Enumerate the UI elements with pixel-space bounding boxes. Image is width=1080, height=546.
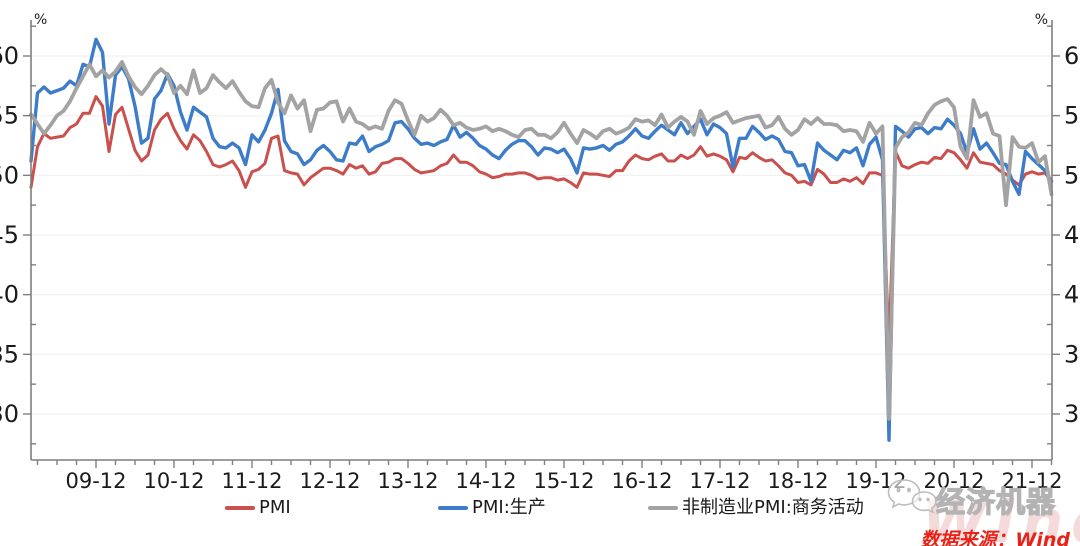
- data-source-label: 数据来源：Wind: [920, 529, 1070, 546]
- svg-text:35: 35: [0, 340, 19, 368]
- svg-text:40: 40: [1064, 281, 1080, 309]
- svg-text:14-12: 14-12: [455, 469, 516, 493]
- svg-text:09-12: 09-12: [65, 469, 126, 493]
- svg-text:30: 30: [1064, 400, 1080, 428]
- legend-label-pmi: PMI: [259, 497, 291, 518]
- chart-legend: PMI PMI:生产 非制造业PMI:商务活动: [0, 497, 1080, 519]
- svg-text:60: 60: [0, 42, 19, 70]
- pmi-production-line-swatch: [438, 506, 468, 510]
- legend-item-nonmfg: 非制造业PMI:商务活动: [648, 497, 864, 519]
- svg-text:%: %: [1035, 12, 1048, 28]
- tick-marks: [23, 25, 1060, 468]
- axis-labels: 30 30 35 35 40 40 45 45 50 50 55 55 60 60 09-12 10-12 11…: [0, 12, 1080, 493]
- pmi-line-swatch: [225, 506, 255, 510]
- svg-text:20-12: 20-12: [923, 469, 984, 493]
- wind-ghost-watermark: Wind: [922, 488, 1080, 546]
- legend-label-pmi-production: PMI:生产: [472, 497, 546, 518]
- svg-text:13-12: 13-12: [377, 469, 438, 493]
- svg-text:11-12: 11-12: [221, 469, 282, 493]
- svg-text:55: 55: [0, 102, 19, 130]
- svg-text:15-12: 15-12: [533, 469, 594, 493]
- svg-text:%: %: [34, 12, 47, 28]
- legend-item-pmi-production: PMI:生产: [438, 497, 546, 519]
- legend-label-nonmfg: 非制造业PMI:商务活动: [682, 497, 864, 518]
- svg-text:21-12: 21-12: [1001, 469, 1062, 493]
- svg-text:40: 40: [0, 281, 19, 309]
- series-line-2: [29, 60, 1054, 421]
- svg-text:17-12: 17-12: [689, 469, 750, 493]
- wechat-icon: [887, 479, 937, 514]
- svg-text:10-12: 10-12: [143, 469, 204, 493]
- axes: [30, 20, 1053, 461]
- brand-watermark: 经济机器: [935, 484, 1057, 519]
- gridlines: [31, 55, 1052, 415]
- svg-text:30: 30: [0, 400, 19, 428]
- svg-text:45: 45: [1064, 221, 1080, 249]
- svg-text:50: 50: [0, 161, 19, 189]
- legend-item-pmi: PMI: [225, 497, 291, 519]
- svg-text:16-12: 16-12: [611, 469, 672, 493]
- svg-text:50: 50: [1064, 161, 1080, 189]
- svg-text:35: 35: [1064, 340, 1080, 368]
- nonmfg-line-swatch: [648, 506, 678, 510]
- svg-text:60: 60: [1064, 42, 1080, 70]
- series-line-1: [29, 37, 1054, 442]
- svg-text:12-12: 12-12: [299, 469, 360, 493]
- svg-text:18-12: 18-12: [767, 469, 828, 493]
- svg-text:45: 45: [0, 221, 19, 249]
- svg-text:55: 55: [1064, 102, 1080, 130]
